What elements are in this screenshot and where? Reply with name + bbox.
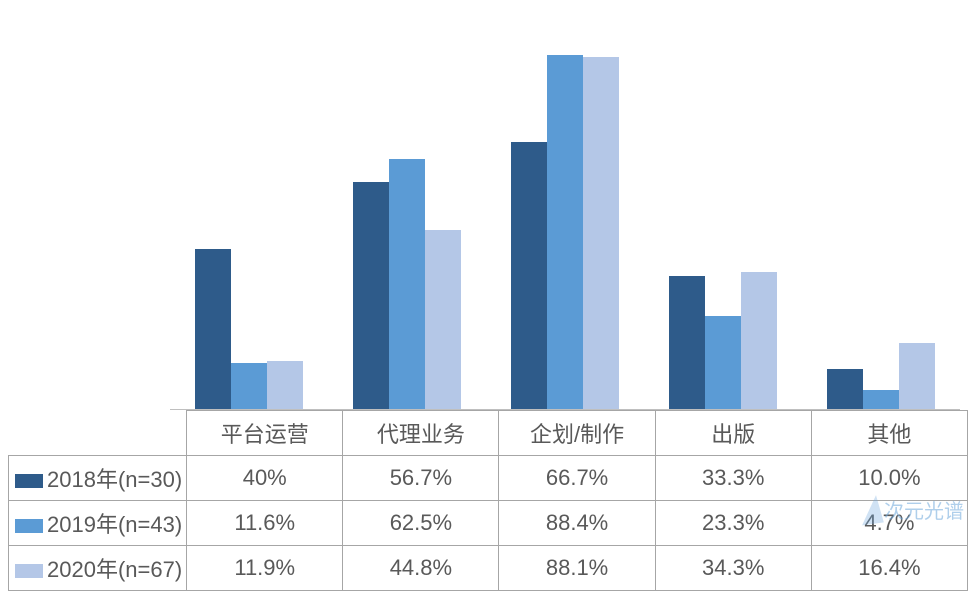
bar — [899, 343, 935, 409]
series-label: 2018年(n=30) — [47, 467, 182, 492]
bar — [669, 276, 705, 409]
table-cell: 44.8% — [343, 546, 499, 591]
table-column-header: 代理业务 — [343, 411, 499, 456]
table-cell: 16.4% — [811, 546, 967, 591]
bar — [583, 57, 619, 409]
legend-swatch-icon — [15, 564, 43, 578]
bar-group — [486, 55, 644, 409]
series-legend-cell: 2018年(n=30) — [9, 456, 187, 501]
table-cell: 23.3% — [655, 501, 811, 546]
table-cell: 11.6% — [187, 501, 343, 546]
bar — [231, 363, 267, 409]
bar-group — [328, 159, 486, 409]
bar — [425, 230, 461, 409]
table-cell: 10.0% — [811, 456, 967, 501]
bar — [267, 361, 303, 409]
plot-area — [170, 10, 960, 410]
bar-group — [644, 272, 802, 409]
bar — [827, 369, 863, 409]
table-cell: 62.5% — [343, 501, 499, 546]
table-corner-cell — [9, 411, 187, 456]
bar — [511, 142, 547, 409]
bar-group — [170, 249, 328, 409]
bar — [705, 316, 741, 409]
bar — [195, 249, 231, 409]
series-label: 2020年(n=67) — [47, 557, 182, 582]
table-column-header: 企划/制作 — [499, 411, 655, 456]
table-row: 2018年(n=30)40%56.7%66.7%33.3%10.0% — [9, 456, 968, 501]
table-cell: 40% — [187, 456, 343, 501]
bar — [741, 272, 777, 409]
bar-group — [802, 343, 960, 409]
bar — [389, 159, 425, 409]
table-cell: 11.9% — [187, 546, 343, 591]
bar-chart-with-data-table: 平台运营代理业务企划/制作出版其他2018年(n=30)40%56.7%66.7… — [0, 0, 976, 550]
series-legend-cell: 2019年(n=43) — [9, 501, 187, 546]
table-cell: 33.3% — [655, 456, 811, 501]
table-column-header: 其他 — [811, 411, 967, 456]
legend-swatch-icon — [15, 519, 43, 533]
series-legend-cell: 2020年(n=67) — [9, 546, 187, 591]
bar — [863, 390, 899, 409]
table-cell: 88.1% — [499, 546, 655, 591]
table-row: 2020年(n=67)11.9%44.8%88.1%34.3%16.4% — [9, 546, 968, 591]
table-row: 2019年(n=43)11.6%62.5%88.4%23.3%4.7% — [9, 501, 968, 546]
table-cell: 34.3% — [655, 546, 811, 591]
table-cell: 4.7% — [811, 501, 967, 546]
table-column-header: 出版 — [655, 411, 811, 456]
legend-swatch-icon — [15, 474, 43, 488]
table-cell: 88.4% — [499, 501, 655, 546]
table-header-row: 平台运营代理业务企划/制作出版其他 — [9, 411, 968, 456]
table-column-header: 平台运营 — [187, 411, 343, 456]
data-table: 平台运营代理业务企划/制作出版其他2018年(n=30)40%56.7%66.7… — [8, 410, 968, 591]
bar — [353, 182, 389, 409]
table-cell: 56.7% — [343, 456, 499, 501]
table-cell: 66.7% — [499, 456, 655, 501]
series-label: 2019年(n=43) — [47, 512, 182, 537]
bar — [547, 55, 583, 409]
